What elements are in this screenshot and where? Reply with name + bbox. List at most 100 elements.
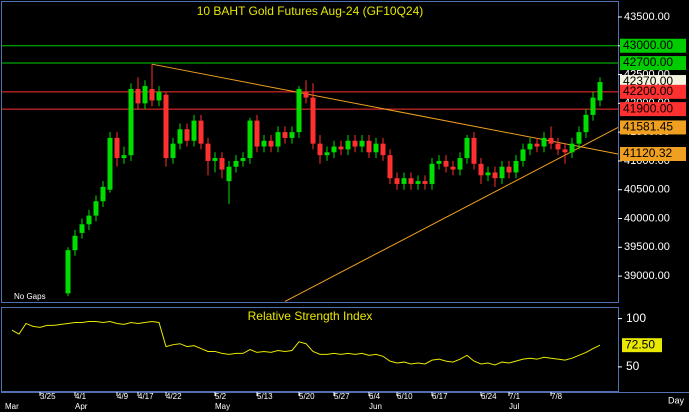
- rsi-line: [11, 321, 601, 366]
- candle-body: [121, 155, 127, 159]
- candle-body: [324, 152, 330, 156]
- chart-title: 10 BAHT Gold Futures Aug-24 (GF10Q24): [197, 4, 424, 18]
- candle-body: [541, 137, 547, 147]
- x-tick-label: 7/8: [551, 392, 563, 401]
- level-label: 41900.00: [623, 101, 673, 115]
- candle-body: [177, 129, 183, 144]
- x-tick-label: 4/17: [138, 392, 154, 401]
- level-label: 41581.45: [623, 120, 673, 134]
- candle-body: [590, 97, 596, 115]
- candle-body: [359, 140, 365, 147]
- candle-body: [548, 137, 554, 144]
- candle-body: [233, 160, 239, 167]
- x-tick-label: 4/1: [75, 392, 87, 401]
- y-tick-label: 39000.00: [624, 270, 670, 282]
- x-tick-label: 6/17: [432, 392, 448, 401]
- rsi-tick-label: 100: [626, 311, 646, 325]
- candle-body: [562, 149, 568, 153]
- month-label: May: [215, 402, 230, 411]
- x-tick-label: 6/10: [397, 392, 413, 401]
- candle-body: [72, 235, 78, 251]
- x-tick-label: 5/20: [299, 392, 315, 401]
- trendline: [284, 127, 619, 302]
- candle-body: [100, 186, 106, 202]
- x-tick-label: 6/4: [369, 392, 381, 401]
- candle-body: [212, 158, 218, 161]
- month-label: Jun: [369, 402, 382, 411]
- rsi-value-box: [622, 338, 662, 353]
- x-tick-label: 5/13: [257, 392, 273, 401]
- trendline: [151, 63, 619, 155]
- candle-body: [380, 143, 386, 156]
- annotation: No Gaps: [14, 292, 46, 301]
- candle-body: [79, 224, 85, 233]
- x-tick-label: 4/22: [166, 392, 182, 401]
- level-label-box: [620, 120, 686, 135]
- month-label: Apr: [75, 402, 88, 411]
- rsi-tick-label: 50: [626, 359, 640, 373]
- candle-body: [415, 181, 421, 184]
- level-label: 41120.32: [623, 146, 672, 160]
- month-label: Mar: [5, 402, 19, 411]
- candle-body: [485, 172, 491, 176]
- y-tick-label: 40000.00: [624, 212, 670, 224]
- rsi-value-label: 72.50: [625, 337, 655, 351]
- candle-body: [436, 160, 442, 164]
- candle-body: [163, 94, 169, 159]
- candle-body: [555, 143, 561, 150]
- candle-body: [422, 181, 428, 184]
- candle-body: [184, 129, 190, 141]
- candle-body: [296, 88, 302, 133]
- candle-body: [583, 114, 589, 133]
- candle-body: [520, 149, 526, 161]
- rsi-frame: [1, 307, 619, 392]
- candle-body: [93, 201, 99, 216]
- candle-body: [310, 97, 316, 144]
- candle-body: [128, 88, 134, 156]
- candle-body: [156, 91, 162, 101]
- candle-body: [569, 143, 575, 153]
- candle-body: [408, 178, 414, 184]
- candle-body: [268, 140, 274, 147]
- candle-body: [429, 163, 435, 184]
- y-tick-label: 40500.00: [624, 184, 670, 196]
- candle-body: [499, 166, 505, 179]
- candle-body: [394, 178, 400, 184]
- x-tick-label: 3/25: [40, 392, 56, 401]
- candle-body: [107, 137, 113, 190]
- candle-body: [471, 137, 477, 164]
- candle-body: [478, 163, 484, 176]
- candle-body: [597, 82, 603, 101]
- level-label: 43000.00: [623, 38, 673, 52]
- level-label-box: [620, 38, 686, 53]
- candle-body: [492, 172, 498, 179]
- candle-body: [331, 146, 337, 153]
- x-tick-label: 5/27: [334, 392, 350, 401]
- level-label: 42370.00: [623, 74, 673, 88]
- candle-body: [226, 166, 232, 182]
- candle-body: [170, 143, 176, 159]
- level-label-box: [620, 84, 686, 99]
- x-axis-label: Day: [668, 395, 685, 405]
- candle-body: [261, 140, 267, 147]
- level-label-box: [620, 146, 686, 161]
- candle-body: [513, 160, 519, 173]
- rsi-title: Relative Strength Index: [248, 309, 373, 323]
- candle-body: [401, 178, 407, 184]
- x-tick-label: 4/9: [117, 392, 129, 401]
- candle-body: [303, 91, 309, 98]
- candle-body: [135, 88, 141, 104]
- candle-body: [142, 86, 148, 104]
- candle-body: [506, 166, 512, 173]
- candle-body: [352, 140, 358, 147]
- x-tick-label: 5/2: [215, 392, 227, 401]
- candle-body: [534, 143, 540, 147]
- candle-body: [373, 143, 379, 153]
- candle-body: [205, 143, 211, 161]
- candle-body: [317, 143, 323, 156]
- candle-body: [191, 120, 197, 141]
- candle-body: [289, 132, 295, 138]
- x-tick-label: 7/1: [509, 392, 521, 401]
